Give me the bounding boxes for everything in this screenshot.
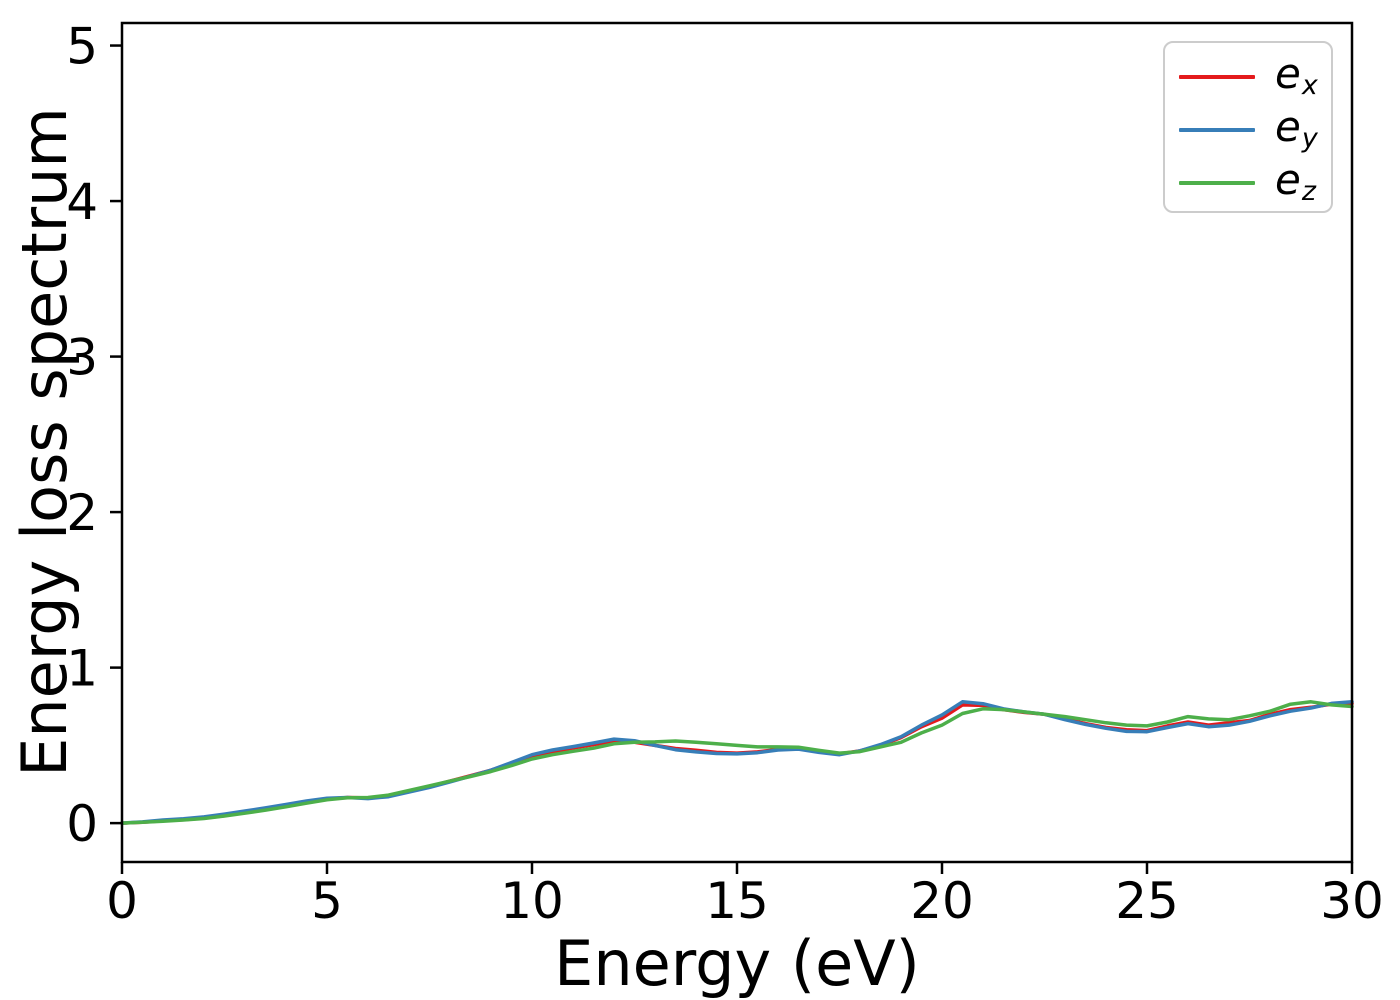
x-tick-label: 20 <box>910 872 974 930</box>
legend-item-ex: ex <box>1179 50 1331 103</box>
legend-line-swatch-ez <box>1179 180 1255 185</box>
y-tick-label: 0 <box>66 795 98 853</box>
y-tick-label: 4 <box>66 173 98 231</box>
curves-layer <box>120 700 1354 825</box>
y-tick-label: 5 <box>66 18 98 76</box>
x-axis-label: Energy (eV) <box>554 927 920 1000</box>
x-tick-label: 0 <box>106 872 138 930</box>
y-axis-label: Energy loss spectrum <box>8 107 81 777</box>
axes-layer: 0 5 10 15 20 25 30 0 1 2 3 4 5 <box>66 18 1384 930</box>
y-tick-label: 2 <box>66 484 98 542</box>
y-tick-label: 1 <box>66 640 98 698</box>
series-line-ez <box>120 700 1354 825</box>
legend-line-swatch-ex <box>1179 74 1255 79</box>
legend-label-ex: ex <box>1275 48 1318 102</box>
y-tick-label: 3 <box>66 329 98 387</box>
legend: ex ey ez <box>1163 41 1333 213</box>
x-tick-label: 15 <box>705 872 769 930</box>
x-tick-label: 10 <box>500 872 564 930</box>
legend-item-ez: ez <box>1179 156 1331 209</box>
legend-label-ey: ey <box>1275 101 1318 155</box>
legend-label-ez: ez <box>1275 154 1316 208</box>
legend-line-swatch-ey <box>1179 127 1255 132</box>
legend-item-ey: ey <box>1179 103 1331 156</box>
x-tick-label: 25 <box>1115 872 1179 930</box>
x-tick-label: 5 <box>311 872 343 930</box>
x-tick-label: 30 <box>1320 872 1384 930</box>
